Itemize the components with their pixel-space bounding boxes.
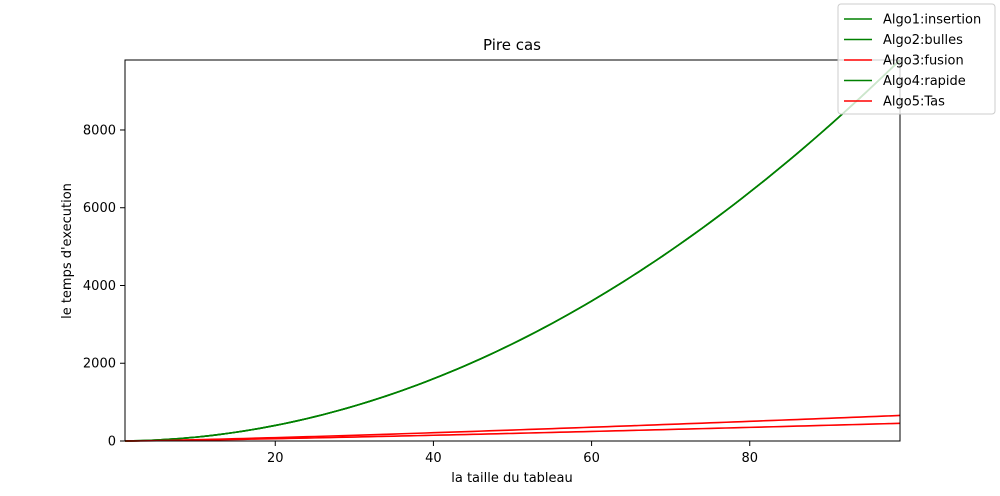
- series-line-2: [124, 59, 901, 442]
- series-line-3: [124, 414, 901, 442]
- legend-label: Algo3:fusion: [883, 54, 964, 69]
- y-tick-label: 6000: [83, 201, 116, 216]
- x-axis-ticks: 20 40 60 80: [267, 441, 758, 466]
- x-tick-label: 80: [741, 451, 758, 466]
- x-tick-label: 40: [425, 451, 442, 466]
- y-tick-label: 0: [108, 435, 116, 450]
- legend-label: Algo5:Tas: [883, 95, 945, 110]
- plot-frame: [124, 59, 901, 442]
- series-lines: [124, 59, 901, 442]
- series-line-5: [124, 422, 901, 442]
- legend-label: Algo4:rapide: [883, 74, 966, 89]
- legend-box: [837, 3, 996, 115]
- chart-title: Pire cas: [483, 36, 541, 54]
- series-line-4: [124, 59, 901, 442]
- x-axis-label: la taille du tableau: [451, 471, 573, 486]
- legend-label: Algo2:bulles: [883, 33, 963, 48]
- legend: Algo1:insertion Algo2:bulles Algo3:fusion A…: [837, 3, 996, 115]
- y-axis-ticks: 0 2000 4000 6000 8000: [83, 123, 125, 450]
- y-axis-label: le temps d'execution: [60, 183, 75, 319]
- x-tick-label: 20: [267, 451, 284, 466]
- series-line-1: [124, 59, 901, 442]
- y-tick-label: 4000: [83, 279, 116, 294]
- y-tick-label: 2000: [83, 357, 116, 372]
- y-tick-label: 8000: [83, 123, 116, 138]
- legend-label: Algo1:insertion: [883, 13, 981, 28]
- x-tick-label: 60: [583, 451, 600, 466]
